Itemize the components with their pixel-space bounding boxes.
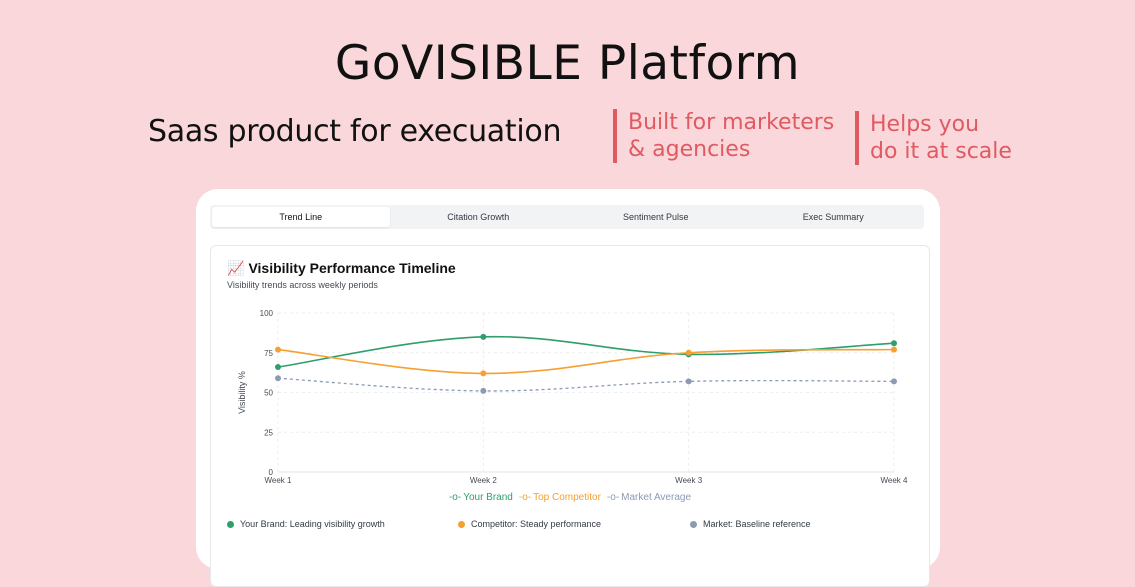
data-point-market-average-2 bbox=[480, 387, 487, 394]
legend-line-marker-icon: -o- bbox=[606, 492, 620, 503]
legend-label-top-competitor: Top Competitor bbox=[533, 492, 601, 503]
data-point-top-competitor-2 bbox=[480, 370, 487, 377]
data-point-market-average-1 bbox=[275, 375, 281, 382]
legend-item-market-average[interactable]: -o- Market Average bbox=[607, 492, 691, 503]
x-tick-label-4: Week 4 bbox=[881, 476, 909, 485]
chart-trend-icon: 📈 bbox=[227, 260, 245, 276]
legend-item-your-brand[interactable]: -o- Your Brand bbox=[449, 492, 513, 503]
callout-marketers-line1: Built for marketers bbox=[628, 110, 835, 135]
series-line-your-brand bbox=[277, 335, 895, 368]
tab-sentiment-pulse[interactable]: Sentiment Pulse bbox=[622, 212, 689, 222]
data-point-your-brand-1 bbox=[275, 364, 281, 371]
callout-marketers: Built for marketers & agencies bbox=[613, 109, 834, 163]
app-screenshot-frame: Trend Line Citation Growth Sentiment Pul… bbox=[196, 189, 940, 587]
card-title: 📈 Visibility Performance Timeline bbox=[227, 260, 456, 277]
chart-card: 📈 Visibility Performance Timeline Visibil… bbox=[210, 245, 930, 587]
note-your-brand: Your Brand: Leading visibility growth bbox=[227, 519, 385, 529]
legend-item-top-competitor[interactable]: -o- Top Competitor bbox=[519, 492, 601, 503]
tab-exec-summary[interactable]: Exec Summary bbox=[802, 212, 864, 222]
legend-label-your-brand: Your Brand bbox=[463, 492, 513, 503]
note-competitor-text: Competitor: Steady performance bbox=[471, 519, 602, 529]
note-market-text: Market: Baseline reference bbox=[703, 519, 811, 529]
chart-legend: -o- Your Brand -o- Top Competitor -o- Market … bbox=[211, 492, 929, 503]
y-tick-label-75: 75 bbox=[264, 349, 273, 358]
hero-title: GoVISIBLE Platform bbox=[334, 36, 801, 91]
card-subtitle: Visibility trends across weekly periods bbox=[227, 280, 378, 290]
y-tick-label-100: 100 bbox=[260, 309, 274, 318]
legend-line-marker-icon: -o- bbox=[448, 492, 462, 503]
note-dot-your-brand bbox=[227, 521, 234, 528]
hero-tagline: Saas product for execuation bbox=[148, 114, 562, 149]
y-tick-label-50: 50 bbox=[264, 389, 273, 398]
legend-line-marker-icon: -o- bbox=[518, 492, 532, 503]
data-point-market-average-4 bbox=[891, 378, 897, 385]
card-title-text: Visibility Performance Timeline bbox=[248, 260, 456, 276]
callout-marketers-line2: & agencies bbox=[628, 137, 751, 162]
note-dot-competitor bbox=[458, 521, 465, 528]
y-axis-title: Visibility % bbox=[237, 371, 247, 414]
data-point-your-brand-4 bbox=[891, 340, 897, 347]
note-dot-market bbox=[690, 521, 697, 528]
data-point-market-average-3 bbox=[685, 378, 692, 385]
x-tick-label-1: Week 1 bbox=[265, 476, 293, 485]
legend-label-market-average: Market Average bbox=[621, 492, 692, 503]
series-line-market-average bbox=[277, 377, 895, 392]
series-notes: Your Brand: Leading visibility growth Co… bbox=[227, 519, 917, 533]
tab-citation-growth[interactable]: Citation Growth bbox=[447, 212, 510, 222]
callout-scale-line2: do it at scale bbox=[870, 139, 1012, 164]
tab-bar: Trend Line Citation Growth Sentiment Pul… bbox=[210, 205, 924, 229]
y-tick-label-25: 25 bbox=[264, 428, 273, 437]
series-line-top-competitor bbox=[277, 348, 895, 375]
callout-scale-line1: Helps you bbox=[870, 112, 980, 137]
tab-trend-line[interactable]: Trend Line bbox=[212, 207, 390, 227]
callout-scale: Helps you do it at scale bbox=[855, 111, 1012, 165]
data-point-top-competitor-1 bbox=[275, 346, 281, 353]
visibility-line-chart: 0 25 50 75 100 Week 1 Week 2 Week 3 Week 4 Visibi… bbox=[237, 309, 909, 485]
x-tick-label-3: Week 3 bbox=[675, 476, 703, 485]
note-market: Market: Baseline reference bbox=[690, 519, 811, 529]
note-competitor: Competitor: Steady performance bbox=[458, 519, 601, 529]
data-point-top-competitor-3 bbox=[685, 349, 692, 356]
x-tick-label-2: Week 2 bbox=[470, 476, 498, 485]
data-point-your-brand-2 bbox=[480, 333, 487, 340]
data-point-top-competitor-4 bbox=[891, 346, 897, 353]
note-your-brand-text: Your Brand: Leading visibility growth bbox=[240, 519, 385, 529]
y-tick-label-0: 0 bbox=[269, 468, 274, 477]
